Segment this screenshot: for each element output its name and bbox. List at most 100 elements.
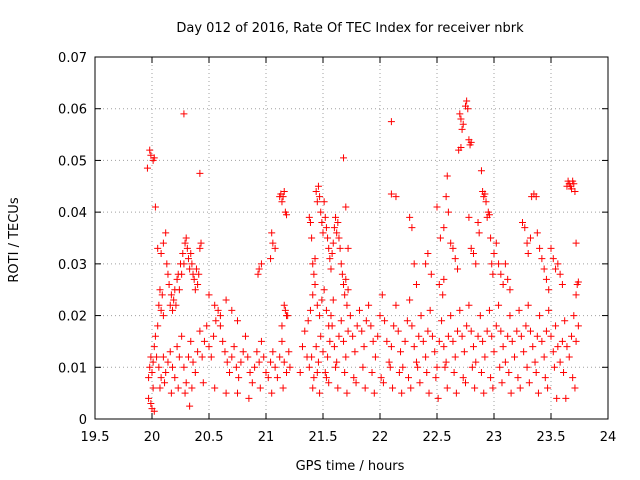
data-point-marker — [422, 353, 430, 361]
data-point-marker — [330, 224, 338, 232]
data-point-marker — [365, 301, 373, 309]
data-point-marker — [167, 389, 175, 397]
data-point-marker — [173, 275, 181, 283]
data-point-marker — [280, 187, 288, 195]
data-point-marker — [278, 337, 286, 345]
chart-title: Day 012 of 2016, Rate Of TEC Index for r… — [176, 21, 524, 36]
data-point-marker — [234, 317, 241, 325]
data-point-marker — [534, 389, 542, 397]
data-point-marker — [329, 239, 337, 247]
data-point-marker — [313, 198, 321, 206]
x-tick-label: 21 — [258, 430, 275, 445]
data-point-marker — [479, 337, 487, 345]
data-point-marker — [309, 291, 317, 299]
data-point-marker — [499, 281, 507, 289]
data-point-marker — [269, 348, 277, 356]
data-point-marker — [188, 384, 196, 392]
data-point-marker — [308, 234, 316, 242]
data-point-marker — [341, 291, 349, 299]
data-point-marker — [431, 348, 439, 356]
data-point-marker — [533, 332, 541, 340]
data-point-marker — [257, 337, 265, 345]
data-point-marker — [338, 270, 346, 278]
data-point-marker — [150, 407, 158, 415]
data-point-marker — [228, 306, 236, 314]
data-point-marker — [319, 229, 327, 237]
data-point-marker — [239, 348, 247, 356]
data-point-marker — [280, 301, 288, 309]
data-point-marker — [251, 363, 259, 371]
data-point-marker — [443, 172, 451, 180]
data-point-marker — [542, 275, 550, 283]
data-point-marker — [571, 187, 579, 195]
data-point-marker — [145, 374, 153, 382]
data-point-marker — [459, 120, 467, 128]
data-point-marker — [401, 337, 409, 345]
data-point-marker — [178, 270, 186, 278]
y-tick-label: 0.05 — [58, 154, 87, 169]
data-point-marker — [189, 358, 197, 366]
data-point-marker — [432, 374, 440, 382]
data-point-marker — [186, 402, 194, 410]
data-point-marker — [301, 327, 309, 335]
data-point-marker — [562, 394, 570, 402]
data-point-marker — [386, 363, 394, 371]
data-point-marker — [334, 384, 342, 392]
data-point-marker — [571, 384, 579, 392]
data-point-marker — [219, 337, 227, 345]
data-point-marker — [395, 368, 403, 376]
data-point-marker — [326, 337, 334, 345]
data-point-marker — [540, 265, 548, 273]
y-axis: 0 0.01 0.02 0.03 0.04 0.05 0.06 0.07 — [58, 51, 608, 428]
data-point-marker — [156, 384, 164, 392]
data-point-marker — [447, 239, 455, 247]
data-point-marker — [335, 234, 343, 242]
data-point-marker — [392, 193, 400, 201]
data-point-marker — [442, 358, 450, 366]
data-point-marker — [333, 358, 341, 366]
data-point-marker — [155, 363, 163, 371]
data-point-marker — [499, 343, 507, 351]
data-point-marker — [155, 301, 163, 309]
data-point-marker — [541, 374, 549, 382]
data-point-marker — [523, 239, 531, 247]
data-point-marker — [248, 379, 256, 387]
data-point-marker — [337, 317, 345, 325]
data-point-marker — [385, 358, 393, 366]
data-point-marker — [214, 306, 222, 314]
data-point-marker — [205, 343, 213, 351]
data-point-marker — [149, 384, 157, 392]
data-point-marker — [216, 322, 224, 330]
y-tick-label: 0.07 — [58, 51, 87, 66]
data-point-marker — [488, 260, 496, 268]
data-point-marker — [532, 193, 540, 201]
data-point-marker — [423, 368, 431, 376]
data-point-marker — [572, 337, 580, 345]
data-point-marker — [476, 312, 484, 320]
data-point-marker — [165, 281, 173, 289]
data-point-marker — [526, 234, 534, 242]
data-point-marker — [488, 332, 496, 340]
data-point-marker — [341, 368, 349, 376]
data-point-marker — [320, 198, 328, 206]
data-point-marker — [508, 337, 516, 345]
data-point-marker — [524, 301, 532, 309]
data-point-marker — [150, 154, 158, 162]
data-point-marker — [454, 327, 462, 335]
data-point-marker — [216, 312, 224, 320]
data-point-marker — [324, 353, 332, 361]
data-point-marker — [471, 384, 479, 392]
data-point-marker — [378, 291, 386, 299]
data-point-marker — [254, 270, 262, 278]
y-tick-label: 0.02 — [58, 310, 87, 325]
data-point-marker — [241, 332, 249, 340]
data-point-marker — [552, 265, 560, 273]
data-point-marker — [501, 260, 509, 268]
data-point-marker — [485, 306, 493, 314]
data-point-marker — [180, 363, 188, 371]
data-point-marker — [340, 281, 348, 289]
data-point-marker — [191, 286, 199, 294]
x-axis-label: GPS time / hours — [296, 459, 405, 474]
data-point-marker — [474, 218, 482, 226]
